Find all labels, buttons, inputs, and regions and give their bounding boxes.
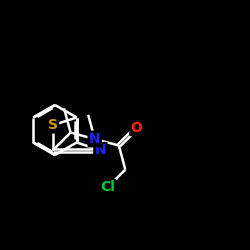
Text: N: N <box>89 132 101 146</box>
Text: S: S <box>48 118 58 132</box>
Text: O: O <box>130 121 142 135</box>
Text: Cl: Cl <box>100 180 115 194</box>
Text: N: N <box>94 143 106 157</box>
